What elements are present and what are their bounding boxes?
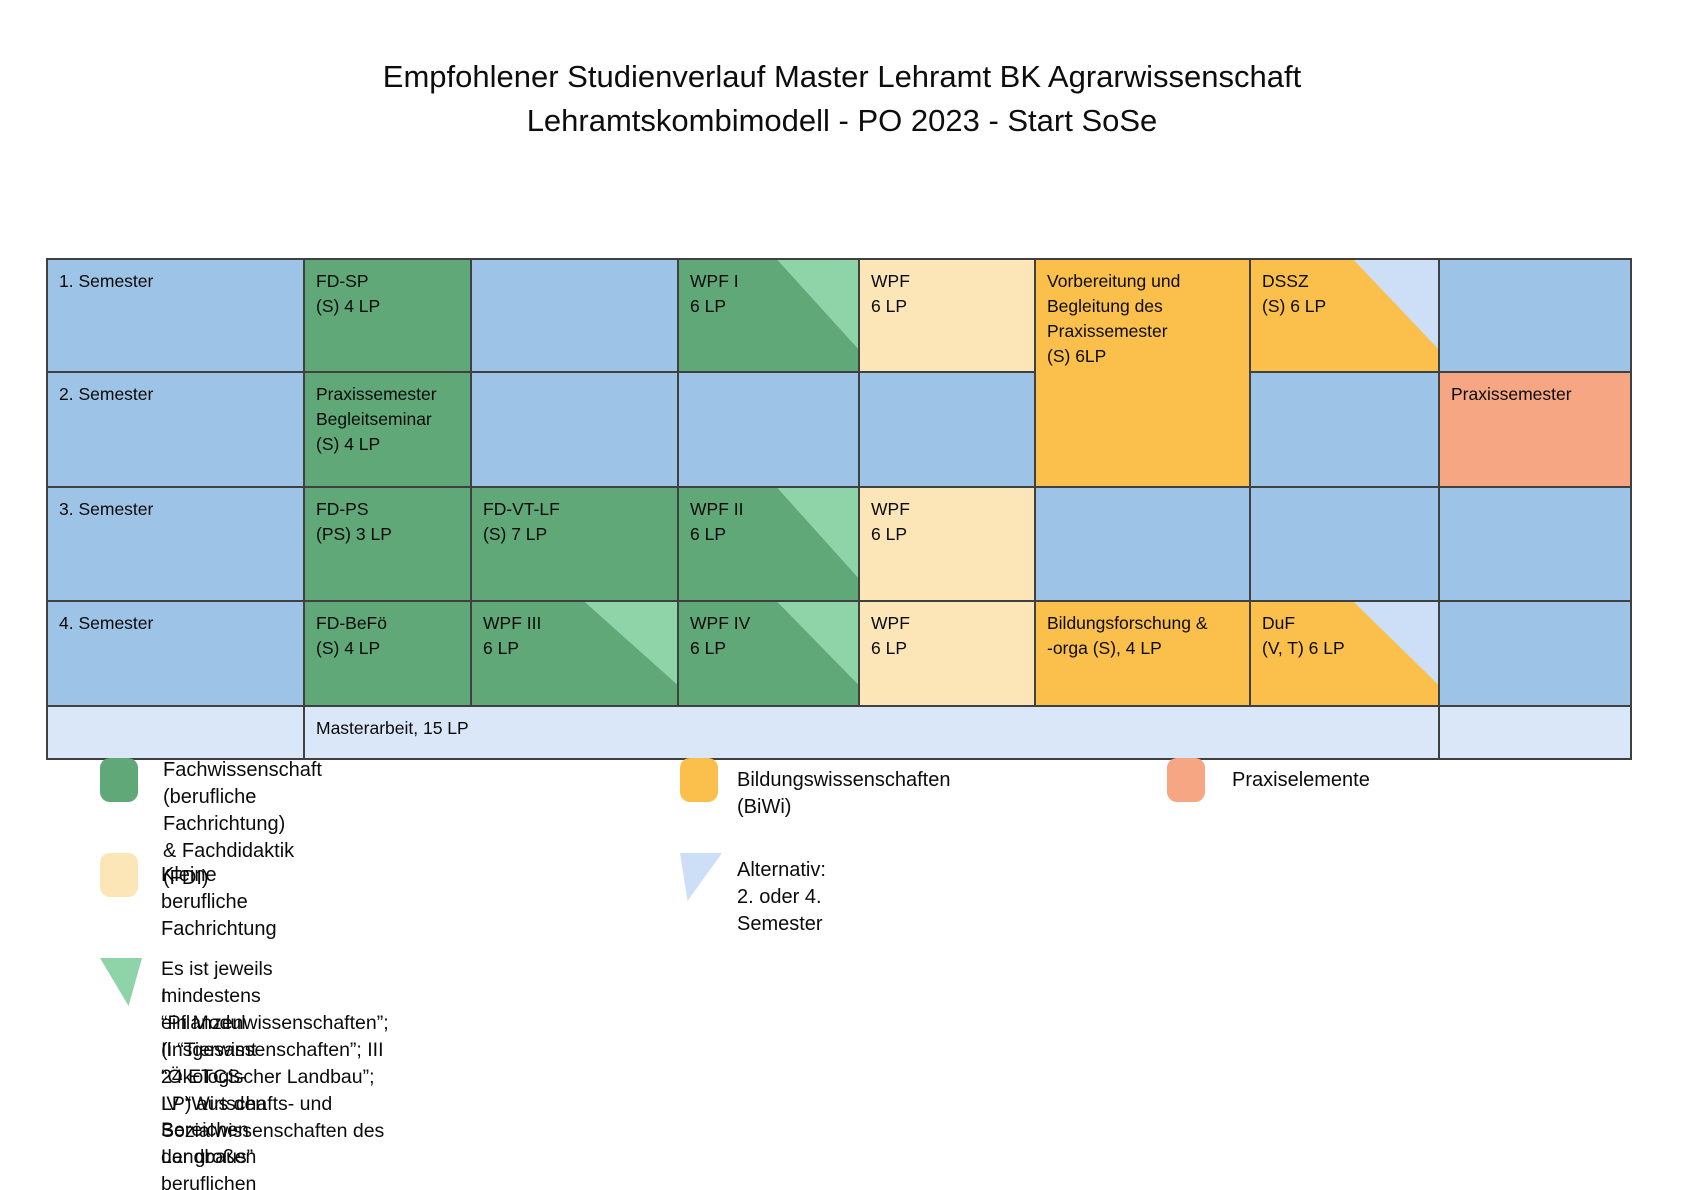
fd-sp-label: FD-SP (S) 4 LP [316, 271, 381, 316]
study-plan-table: 1. Semester FD-SP (S) 4 LP WPF I 6 LP WP… [46, 258, 1632, 760]
masterarbeit-label: Masterarbeit, 15 LP [316, 718, 469, 738]
row-header-semester-4: 4. Semester [48, 602, 303, 705]
empty-cell [472, 260, 677, 371]
wpf-klein-sem3-label: WPF 6 LP [871, 499, 910, 544]
cell-wpf-klein-sem4: WPF 6 LP [860, 602, 1034, 705]
cell-masterarbeit: Masterarbeit, 15 LP [305, 707, 1438, 758]
semester-4-label: 4. Semester [59, 613, 154, 633]
page-title-line2: Lehramtskombimodell - PO 2023 - Start So… [526, 103, 1158, 139]
cell-wpf-ii: WPF II 6 LP [679, 488, 858, 600]
cell-bildungsforschung: Bildungsforschung & -orga (S), 4 LP [1036, 602, 1249, 705]
empty-cell [860, 373, 1034, 486]
page-title: Empfohlener Studienverlauf Master Lehram… [0, 55, 1684, 143]
praxissemester-label: Praxissemester [1451, 384, 1572, 404]
fd-ps-label: FD-PS (PS) 3 LP [316, 499, 392, 544]
cell-praxissemester-begleitseminar: Praxissemester Begleitseminar (S) 4 LP [305, 373, 470, 486]
empty-cell [1440, 602, 1630, 705]
praxiselemente-swatch-icon [1167, 758, 1205, 802]
wpf-klein-sem1-label: WPF 6 LP [871, 271, 910, 316]
fd-befoe-label: FD-BeFö (S) 4 LP [316, 613, 387, 658]
duf-label: DuF (V, T) 6 LP [1262, 613, 1345, 658]
praxiselemente-legend-label: Praxiselemente [1232, 769, 1370, 791]
wahlpflicht-note-line1: Es ist jeweils mindestens ein Modul (ins… [161, 958, 273, 1190]
semester-2-label: 2. Semester [59, 384, 154, 404]
cell-vorbereitung-praxissemester: Vorbereitung und Begleitung des Praxisse… [1036, 260, 1249, 486]
praxissemester-begleitseminar-label: Praxissemester Begleitseminar (S) 4 LP [316, 384, 437, 454]
cell-wpf-i: WPF I 6 LP [679, 260, 858, 371]
biwi-legend-label: Bildungswissenschaften (BiWi) [737, 769, 951, 818]
empty-cell [1440, 488, 1630, 600]
wpf-iv-label: WPF IV 6 LP [690, 613, 751, 658]
semester-1-label: 1. Semester [59, 271, 154, 291]
cell-fd-vt-lf: FD-VT-LF (S) 7 LP [472, 488, 677, 600]
wahlpflicht-triangle-icon [100, 958, 142, 1006]
cell-duf: DuF (V, T) 6 LP [1251, 602, 1438, 705]
empty-cell [679, 373, 858, 486]
cell-wpf-klein-sem3: WPF 6 LP [860, 488, 1034, 600]
fachwissenschaft-swatch-icon [100, 758, 138, 802]
kleine-fachrichtung-legend-label: Kleine berufliche Fachrichtung [161, 864, 277, 940]
cell-fd-befoe: FD-BeFö (S) 4 LP [305, 602, 470, 705]
bildungsforschung-label: Bildungsforschung & -orga (S), 4 LP [1047, 613, 1208, 658]
cell-praxissemester: Praxissemester [1440, 373, 1630, 486]
empty-cell [1440, 707, 1630, 758]
cell-fd-sp: FD-SP (S) 4 LP [305, 260, 470, 371]
cell-wpf-klein-sem1: WPF 6 LP [860, 260, 1034, 371]
row-header-semester-2: 2. Semester [48, 373, 303, 486]
empty-cell [48, 707, 303, 758]
wahlpflicht-note-line2: I “Pflanzenwissenschaften”; II “Tierwiss… [161, 985, 389, 1169]
cell-fd-ps: FD-PS (PS) 3 LP [305, 488, 470, 600]
empty-cell [1036, 488, 1249, 600]
cell-dssz: DSSZ (S) 6 LP [1251, 260, 1438, 371]
row-header-semester-3: 3. Semester [48, 488, 303, 600]
dssz-label: DSSZ (S) 6 LP [1262, 271, 1327, 316]
page-title-line1: Empfohlener Studienverlauf Master Lehram… [382, 59, 1302, 94]
alternativ-triangle-icon [680, 853, 722, 901]
semester-3-label: 3. Semester [59, 499, 154, 519]
empty-cell [472, 373, 677, 486]
fachwissenschaft-legend-label: Fachwissenschaft (berufliche Fachrichtun… [163, 759, 322, 889]
empty-cell [1251, 373, 1438, 486]
row-header-semester-1: 1. Semester [48, 260, 303, 371]
empty-cell [1440, 260, 1630, 371]
empty-cell [1251, 488, 1438, 600]
fd-vt-lf-label: FD-VT-LF (S) 7 LP [483, 499, 560, 544]
wpf-ii-label: WPF II 6 LP [690, 499, 744, 544]
wpf-i-label: WPF I 6 LP [690, 271, 739, 316]
kleine-fachrichtung-swatch-icon [100, 853, 138, 897]
wpf-klein-sem4-label: WPF 6 LP [871, 613, 910, 658]
wpf-iii-label: WPF III 6 LP [483, 613, 542, 658]
cell-wpf-iii: WPF III 6 LP [472, 602, 677, 705]
biwi-swatch-icon [680, 758, 718, 802]
cell-wpf-iv: WPF IV 6 LP [679, 602, 858, 705]
alternativ-legend-label: Alternativ: 2. oder 4. Semester [737, 859, 826, 935]
vorbereitung-label: Vorbereitung und Begleitung des Praxisse… [1047, 271, 1181, 366]
